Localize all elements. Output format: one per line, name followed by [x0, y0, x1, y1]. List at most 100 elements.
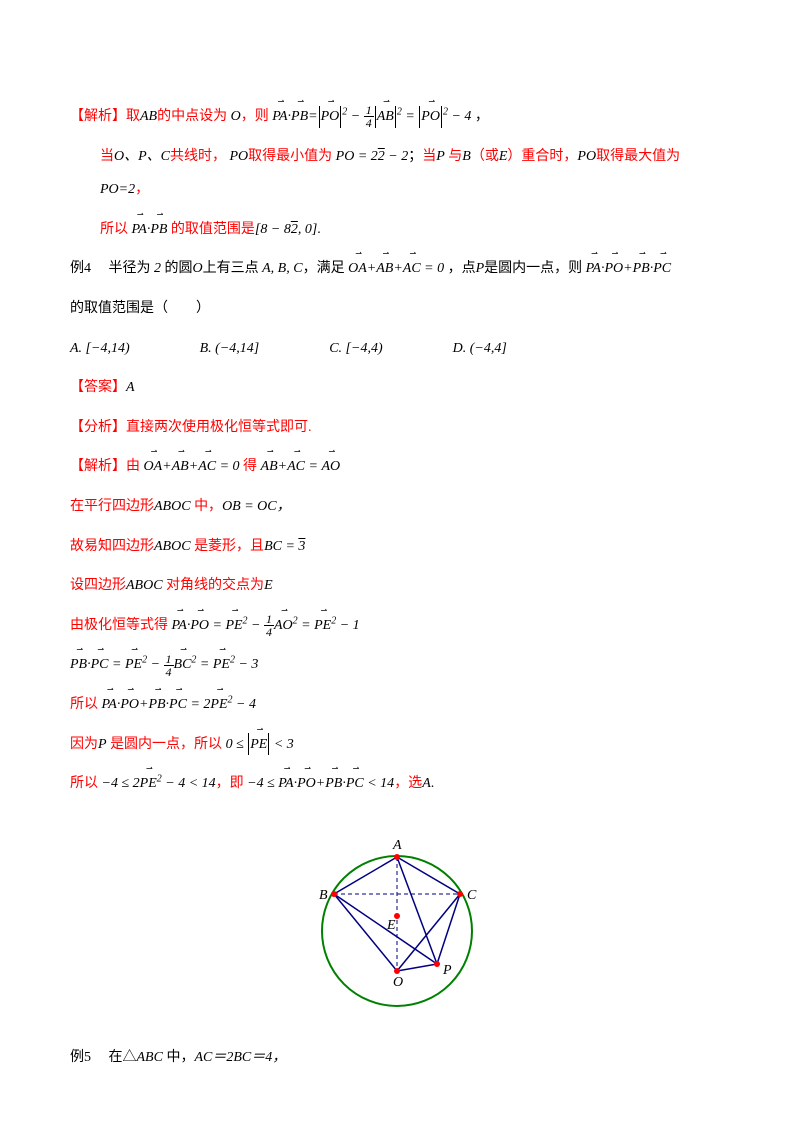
txt-o: O	[231, 109, 241, 124]
eq: AC＝2BC＝4，	[194, 1050, 286, 1065]
svg-text:A: A	[392, 838, 402, 853]
sol3-line2: 当O、P、C共线时， PO取得最小值为 PO = 22 − 2；当P 与B（或E…	[70, 140, 724, 207]
txt: 共线时，	[170, 149, 226, 164]
txt: P	[98, 737, 107, 752]
txt: 是菱形，且	[194, 539, 264, 554]
eq: OB = OC，	[222, 499, 291, 514]
ans: A	[126, 380, 135, 395]
sol4-l7: 所以 ⇀PA·⇀PO+⇀PB·⇀PC = 2⇀PE2 − 4	[70, 688, 724, 722]
txt: ABOC	[126, 578, 163, 593]
txt: 由极化恒等式得	[70, 618, 168, 633]
txt: 故易知四边形	[70, 539, 154, 554]
txt: 中，	[166, 1050, 194, 1065]
ex5-label: 例5	[70, 1050, 91, 1065]
txt: 所以	[100, 222, 128, 237]
txt-ab: AB	[140, 109, 157, 124]
choice-d: D. (−4,4]	[453, 332, 507, 366]
sol4-l5: 由极化恒等式得 ⇀PA·⇀PO = ⇀PE2 − 14⇀AO2 = ⇀PE2 −…	[70, 609, 724, 643]
sol3-line1: 【解析】取AB的中点设为 O，则 ⇀PA·⇀PB=⇀PO2 − 14⇀AB2 =…	[70, 100, 724, 134]
txt: ABOC	[154, 499, 191, 514]
sol4-detail-1: 【解析】由 ⇀OA+⇀AB+⇀AC = 0 得 ⇀AB+⇀AC = ⇀AO	[70, 450, 724, 484]
sol4-l3: 故易知四边形ABOC 是菱形，且BC = 3	[70, 530, 724, 564]
txt: 所以	[70, 776, 98, 791]
eq: BC = 3	[264, 539, 305, 554]
txt: 的取值范围是	[171, 222, 255, 237]
txt: .	[431, 776, 435, 791]
txt-p: P	[476, 261, 485, 276]
txt: 中，	[194, 499, 222, 514]
txt-p: P	[436, 149, 445, 164]
eq: −4 ≤ ⇀PA·⇀PO+⇀PB·⇀PC < 14	[247, 776, 394, 791]
txt: 是圆内一点，则	[484, 261, 582, 276]
eq-oa: ⇀OA+⇀AB+⇀AC = 0	[348, 261, 444, 276]
label: 【分析】	[70, 420, 126, 435]
eq-expr: ⇀PA·⇀PO+⇀PB·⇀PC	[586, 261, 671, 276]
ex4-line2: 的取值范围是（ ）	[70, 292, 724, 326]
txt: 在平行四边形	[70, 499, 154, 514]
txt: 在△	[109, 1050, 137, 1065]
txt-po: PO	[230, 149, 249, 164]
txt: （或	[471, 149, 499, 164]
svg-text:O: O	[393, 975, 403, 990]
txt: 因为	[70, 737, 98, 752]
eq: ⇀OA+⇀AB+⇀AC = 0	[144, 459, 240, 474]
eq-poval: PO = 22 − 2	[336, 149, 409, 164]
sol4-l9: 所以 −4 ≤ 2⇀PE2 − 4 < 14，即 −4 ≤ ⇀PA·⇀PO+⇀P…	[70, 767, 724, 801]
eq: ⇀PA·⇀PO+⇀PB·⇀PC = 2⇀PE2 − 4	[102, 697, 256, 712]
txt: ；	[408, 149, 422, 164]
label: 【答案】	[70, 380, 126, 395]
geometry-diagram: A B C E O P	[287, 821, 507, 1021]
ex5-statement: 例5 在△ABC 中，AC＝2BC＝4，	[70, 1041, 724, 1075]
svg-text:C: C	[467, 888, 477, 903]
txt: .	[317, 222, 321, 237]
txt: 设四边形	[70, 578, 126, 593]
txt-o: O	[193, 261, 203, 276]
txt: 直接两次使用极化恒等式即可.	[126, 420, 312, 435]
choice-b: B. (−4,14]	[200, 332, 260, 366]
eq-papb: ⇀PA·⇀PB=⇀PO2 − 14⇀AB2 = ⇀PO2 − 4	[272, 109, 475, 124]
txt-r: 2	[154, 261, 161, 276]
txt-abc: A, B, C	[262, 261, 302, 276]
txt: 得	[243, 459, 257, 474]
txt: 的中点设为	[157, 109, 227, 124]
svg-text:P: P	[442, 963, 452, 978]
sol4-answer: 【答案】A	[70, 371, 724, 405]
sol4-l4: 设四边形ABOC 对角线的交点为E	[70, 569, 724, 603]
txt: ABOC	[154, 539, 191, 554]
sol4-l6: ⇀PB·⇀PC = ⇀PE2 − 14⇀BC2 = ⇀PE2 − 3	[70, 648, 724, 682]
sol4-l8: 因为P 是圆内一点，所以 0 ≤ ⇀PE < 3	[70, 728, 724, 762]
txt: ，则	[241, 109, 269, 124]
txt: ，	[135, 182, 149, 197]
label: 【解析】	[70, 459, 126, 474]
choice-c: C. [−4,4)	[329, 332, 382, 366]
eq: 0 ≤ ⇀PE < 3	[226, 737, 294, 752]
txt: 取得最小值为	[248, 149, 332, 164]
eq: ⇀PA·⇀PO = ⇀PE2 − 14⇀AO2 = ⇀PE2 − 1	[172, 618, 360, 633]
txt: 半径为	[109, 261, 151, 276]
page-content: 【解析】取AB的中点设为 O，则 ⇀PA·⇀PB=⇀PO2 − 14⇀AB2 =…	[0, 0, 794, 1120]
choice-a: A. [−4,14)	[70, 332, 130, 366]
eq-papb: ⇀PA·⇀PB	[132, 222, 168, 237]
txt: 是圆内一点，所以	[110, 737, 222, 752]
txt: 与	[448, 149, 462, 164]
ex4-label: 例4	[70, 261, 91, 276]
txt-po2: PO	[577, 149, 596, 164]
eq-range: [8 − 82, 0]	[255, 222, 317, 237]
eq: PO=2	[100, 182, 135, 197]
svg-text:B: B	[319, 888, 328, 903]
label-analysis: 【解析】取	[70, 109, 140, 124]
txt: 由	[126, 459, 140, 474]
txt: ，满足	[303, 261, 345, 276]
txt: 当	[100, 149, 114, 164]
txt: 重合时，	[521, 149, 577, 164]
txt: 的圆	[165, 261, 193, 276]
ans: A	[422, 776, 431, 791]
txt: 当	[422, 149, 436, 164]
txt: E	[264, 578, 273, 593]
ex4-choices: A. [−4,14) B. (−4,14] C. [−4,4) D. (−4,4…	[70, 332, 724, 366]
svg-text:E: E	[386, 918, 396, 933]
txt: ）	[507, 149, 521, 164]
txt: ABC	[137, 1050, 163, 1065]
ex4-statement: 例4 半径为 2 的圆O上有三点 A, B, C，满足 ⇀OA+⇀AB+⇀AC …	[70, 252, 724, 286]
eq: ⇀AB+⇀AC = ⇀AO	[261, 459, 341, 474]
